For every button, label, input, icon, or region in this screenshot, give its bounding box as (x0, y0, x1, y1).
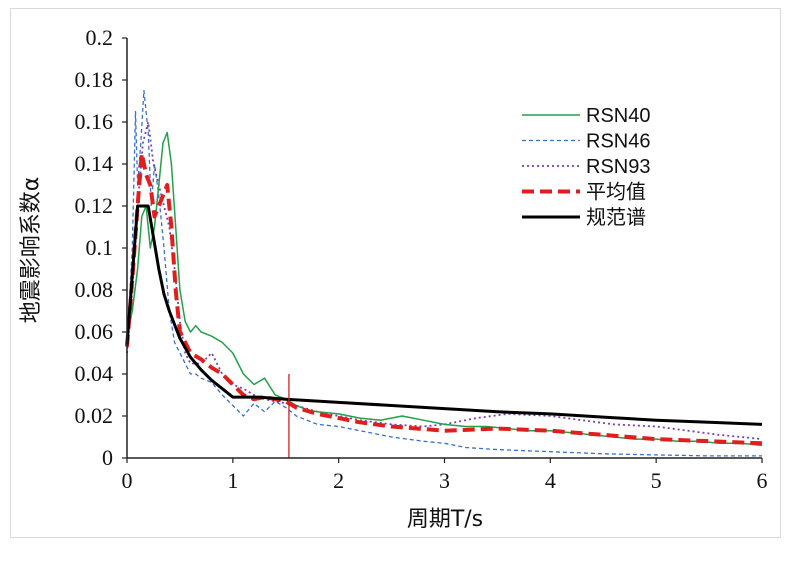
y-tick-label: 0.04 (75, 361, 114, 386)
legend-label-规范谱: 规范谱 (586, 206, 646, 229)
x-tick-label: 0 (122, 468, 133, 493)
x-tick-label: 2 (333, 468, 344, 493)
x-axis-title: 周期T/s (407, 507, 483, 532)
ticks-layer: 0 1 2 3 4 5 6 0 0.02 0.04 0.06 0.08 0.1 0.12 0.14 0.16 0… (75, 25, 768, 493)
series-line-规范谱 (125, 204, 763, 426)
y-tick-label: 0.02 (75, 403, 114, 428)
legend-label-RSN40: RSN40 (586, 105, 650, 127)
x-tick-label: 3 (439, 468, 450, 493)
series-line-RSN93 (126, 121, 763, 440)
series-line-RSN46 (126, 89, 762, 457)
y-tick-label: 0 (102, 445, 113, 470)
series-layer (125, 89, 763, 458)
y-tick-label: 0.08 (75, 277, 114, 302)
y-tick-label: 0.2 (86, 25, 114, 50)
series-line-平均值 (125, 151, 763, 446)
x-tick-label: 1 (227, 468, 238, 493)
x-tick-label: 5 (651, 468, 662, 493)
legend-label-RSN93: RSN93 (586, 156, 650, 178)
y-tick-label: 0.06 (75, 319, 114, 344)
legend-label-平均值: 平均值 (586, 181, 646, 204)
series-line-RSN40 (126, 131, 763, 447)
y-tick-label: 0.12 (75, 193, 114, 218)
y-tick-label: 0.18 (75, 67, 114, 92)
x-tick-label: 4 (545, 468, 556, 493)
x-tick-label: 6 (757, 468, 768, 493)
legend-label-RSN46: RSN46 (586, 131, 650, 153)
y-tick-label: 0.14 (75, 151, 114, 176)
y-axis-title: 地震影响系数α (19, 177, 44, 324)
chart-frame (10, 8, 781, 538)
y-tick-label: 0.1 (86, 235, 114, 260)
y-tick-label: 0.16 (75, 109, 114, 134)
